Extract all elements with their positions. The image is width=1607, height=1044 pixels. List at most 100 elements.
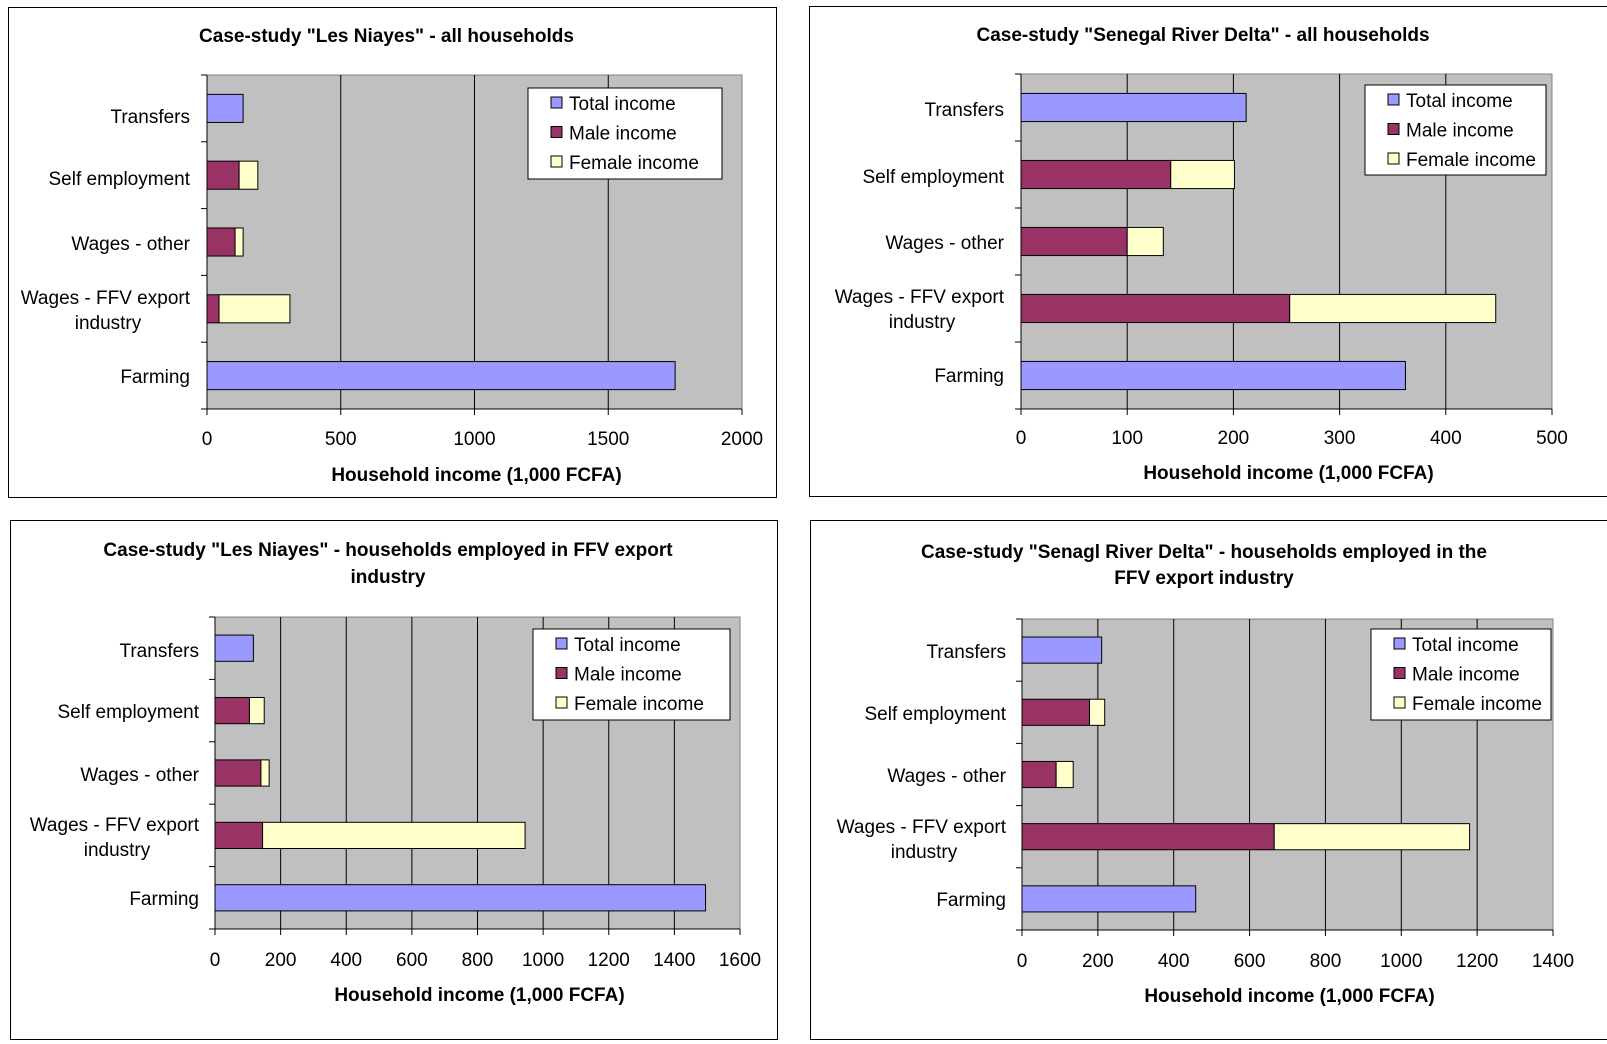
category-label-line: Transfers xyxy=(926,642,1006,663)
chart-title-line: Case-study "Senagl River Delta" - househ… xyxy=(921,542,1487,563)
legend-label: Total income xyxy=(569,94,676,115)
category-label: Wages - FFV export industry xyxy=(835,287,1005,333)
x-tick-label: 800 xyxy=(1310,951,1342,972)
x-tick-label: 0 xyxy=(1017,951,1028,972)
x-tick-label: 600 xyxy=(396,950,428,971)
legend-swatch xyxy=(555,696,568,709)
category-label: Self employment xyxy=(48,169,190,190)
x-tick-label: 500 xyxy=(325,429,357,450)
bar-male-income xyxy=(1020,293,1291,324)
chart-svg: Case-study "Senagl River Delta" - househ… xyxy=(837,542,1574,1007)
bar-female-income xyxy=(238,160,259,190)
legend-swatch xyxy=(1393,696,1406,709)
legend-swatch xyxy=(550,126,563,138)
chart-panel-delta-ffv: Case-study "Senagl River Delta" - househ… xyxy=(810,520,1607,1040)
category-label-line: Transfers xyxy=(119,641,199,662)
x-tick-label: 1000 xyxy=(1380,951,1422,972)
bar-female-income xyxy=(1289,293,1497,324)
chart-panel-niayes-ffv: Case-study "Les Niayes" - households emp… xyxy=(10,520,778,1040)
chart-title-line: FFV export industry xyxy=(1114,568,1294,589)
x-tick-label: 200 xyxy=(1082,951,1114,972)
bar-female-income xyxy=(262,821,526,850)
legend-label: Total income xyxy=(1406,91,1513,112)
legend-swatch xyxy=(555,667,568,679)
legend: Total income Male income Female income xyxy=(532,628,731,721)
x-tick-label: 1200 xyxy=(1456,951,1498,972)
bar-total-income xyxy=(206,361,676,391)
category-label-line: Farming xyxy=(934,366,1004,387)
category-label-line: Self employment xyxy=(862,167,1004,188)
bar-male-income xyxy=(1020,159,1172,190)
bar-male-income xyxy=(214,759,262,787)
chart-svg: Case-study "Senegal River Delta" - all h… xyxy=(835,25,1568,484)
legend-swatch xyxy=(555,637,568,650)
legend: Total income Male income Female income xyxy=(527,87,723,180)
bar-male-income xyxy=(214,821,264,850)
category-label: Wages - FFV export industry xyxy=(30,815,200,861)
category-label-line: Transfers xyxy=(110,107,190,128)
legend: Total income Male income Female income xyxy=(1364,84,1547,176)
chart-svg: Case-study "Les Niayes" - all households… xyxy=(21,26,763,486)
bar-total-income xyxy=(214,884,707,912)
x-tick-label: 1500 xyxy=(587,429,629,450)
legend-label: Female income xyxy=(569,153,699,174)
bar-male-income xyxy=(214,696,250,725)
category-label-line: Wages - other xyxy=(71,234,190,255)
chart-title: Case-study "Les Niayes" - households emp… xyxy=(103,540,673,588)
category-label: Self employment xyxy=(864,704,1006,725)
x-tick-label: 200 xyxy=(1218,428,1250,449)
category-label-line: industry xyxy=(75,313,142,334)
category-label-line: Wages - FFV export xyxy=(837,817,1007,838)
bar-female-income xyxy=(1170,159,1235,190)
legend-label: Female income xyxy=(1412,694,1542,715)
legend-swatch xyxy=(1387,123,1400,135)
legend-swatch xyxy=(1387,152,1400,165)
bar-total-income xyxy=(214,634,254,662)
x-tick-label: 0 xyxy=(1016,428,1027,449)
x-tick-label: 1200 xyxy=(588,950,630,971)
x-tick-label: 200 xyxy=(265,950,297,971)
category-label: Farming xyxy=(936,890,1006,911)
legend-swatch xyxy=(1393,637,1406,650)
x-tick-label: 0 xyxy=(202,429,213,450)
bar-total-income xyxy=(1021,885,1197,913)
legend-label: Total income xyxy=(1412,635,1519,656)
bar-male-income xyxy=(1020,226,1128,257)
category-label: Farming xyxy=(120,367,190,388)
category-label-line: Self employment xyxy=(57,702,199,723)
chart-title-line: Case-study "Les Niayes" - households emp… xyxy=(103,540,673,561)
bar-female-income xyxy=(260,759,270,787)
category-label: Farming xyxy=(934,366,1004,387)
legend-label: Male income xyxy=(569,124,677,145)
category-label-line: Farming xyxy=(936,890,1006,911)
x-axis-title: Household income (1,000 FCFA) xyxy=(1143,463,1433,484)
category-label: Wages - other xyxy=(887,766,1006,787)
category-label-line: Wages - other xyxy=(887,766,1006,787)
x-tick-label: 600 xyxy=(1234,951,1266,972)
chart-title-line: Case-study "Senegal River Delta" - all h… xyxy=(976,25,1429,46)
category-label: Self employment xyxy=(57,702,199,723)
category-label: Self employment xyxy=(862,167,1004,188)
category-label: Wages - other xyxy=(71,234,190,255)
x-tick-label: 2000 xyxy=(721,429,763,450)
bar-total-income xyxy=(1020,92,1247,123)
legend-label: Female income xyxy=(1406,150,1536,171)
legend-label: Male income xyxy=(574,665,682,686)
bar-male-income xyxy=(1021,760,1057,789)
x-tick-label: 1600 xyxy=(719,950,761,971)
legend-label: Total income xyxy=(574,635,681,656)
bar-male-income xyxy=(206,294,220,324)
category-label: Transfers xyxy=(119,641,199,662)
category-label-line: industry xyxy=(891,842,958,863)
chart-svg: Case-study "Les Niayes" - households emp… xyxy=(30,540,761,1006)
bar-female-income xyxy=(248,696,265,725)
category-label-line: Wages - other xyxy=(885,233,1004,254)
x-tick-label: 800 xyxy=(462,950,494,971)
category-label-line: Farming xyxy=(129,889,199,910)
category-label-line: Wages - FFV export xyxy=(30,815,200,836)
chart-panel-niayes-all: Case-study "Les Niayes" - all households… xyxy=(8,7,777,498)
category-label: Farming xyxy=(129,889,199,910)
x-tick-label: 0 xyxy=(210,950,221,971)
x-axis-title: Household income (1,000 FCFA) xyxy=(331,465,621,486)
legend-label: Male income xyxy=(1406,121,1514,142)
